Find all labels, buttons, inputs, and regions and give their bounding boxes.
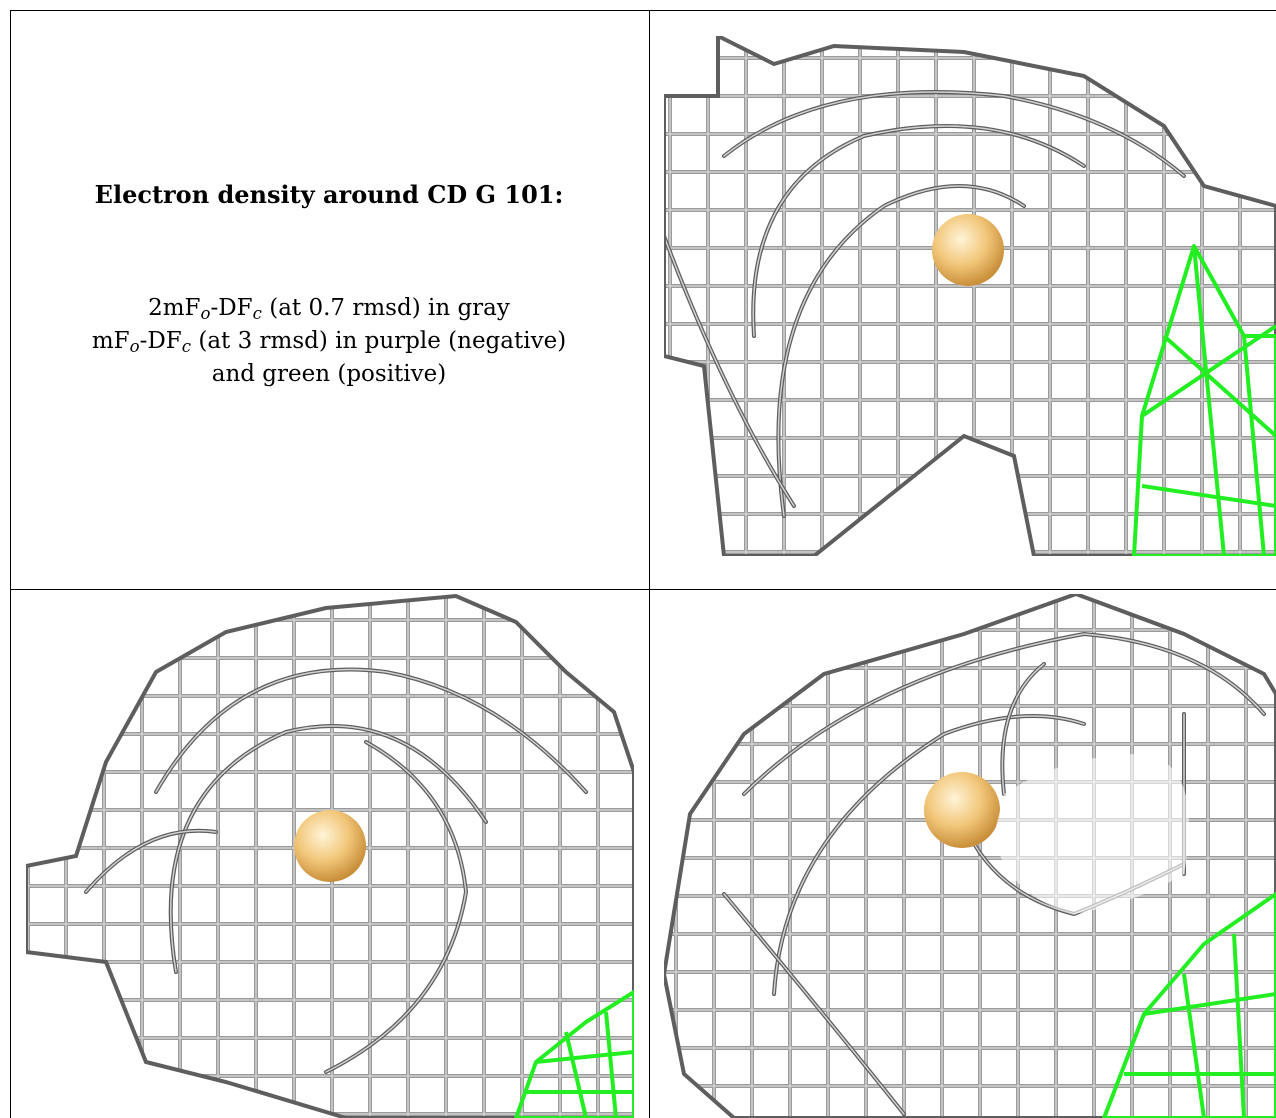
- table-border-left: [10, 10, 11, 1118]
- table-border-top: [10, 10, 1276, 11]
- mesh-render-bottom-left: [26, 593, 634, 1118]
- legend-line-difference: mFo-DFc (at 3 rmsd) in purple (negative): [91, 328, 567, 357]
- legend-line-gray: 2mFo-DFc (at 0.7 rmsd) in gray: [148, 295, 510, 324]
- mesh-void: [994, 754, 1189, 914]
- caption-legend: 2mFo-DFc (at 0.7 rmsd) in gray mFo-DFc (…: [10, 292, 648, 391]
- mesh-render-top-right: [664, 36, 1276, 556]
- green-positive-mesh: [514, 990, 634, 1118]
- mesh-render-bottom-right: [664, 594, 1276, 1118]
- cadmium-ion-sphere: [924, 772, 1000, 848]
- green-positive-mesh: [1102, 892, 1276, 1118]
- legend-line-green: and green (positive): [211, 361, 447, 387]
- table-border-middle: [10, 589, 1276, 590]
- cadmium-ion-sphere: [294, 810, 366, 882]
- density-view-bottom-left: [26, 592, 634, 1118]
- gray-density-mesh: [664, 36, 1276, 556]
- green-positive-mesh: [1132, 244, 1276, 556]
- caption-cell: Electron density around CD G 101: 2mFo-D…: [10, 10, 648, 588]
- cadmium-ion-sphere: [932, 214, 1004, 286]
- density-view-top-right: [664, 36, 1276, 556]
- caption-title: Electron density around CD G 101:: [94, 180, 564, 209]
- density-view-bottom-right: [664, 594, 1276, 1118]
- table-border-center: [649, 10, 650, 1118]
